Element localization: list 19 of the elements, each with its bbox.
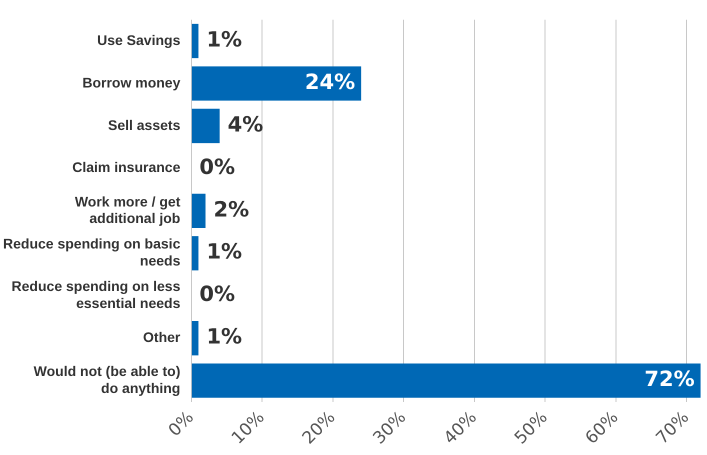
y-tick-label: Claim insurance [72, 159, 181, 176]
x-tick-label: 0% [164, 408, 198, 441]
y-tick-label: Other [143, 329, 181, 346]
y-tick-label: Reduce spending on basic needs [2, 236, 181, 269]
data-label: 0% [199, 154, 236, 179]
y-tick-label: Work more / get additional job [74, 193, 181, 226]
data-label: 72% [644, 367, 695, 392]
data-label: 4% [228, 112, 264, 136]
data-label: 1% [206, 27, 242, 52]
data-label: 1% [206, 324, 242, 349]
y-tick-label: Borrow money [82, 74, 181, 90]
data-label: 0% [199, 282, 236, 306]
data-label: 1% [206, 240, 242, 264]
data-label: 2% [214, 197, 250, 222]
data-label: 24% [304, 70, 356, 94]
y-tick-label: Sell assets [108, 116, 181, 133]
y-tick-label: Would not (be able to) do anything [34, 363, 180, 396]
y-tick-label: Use Savings [97, 32, 181, 48]
y-tick-label: Reduce spending on less essential needs [12, 278, 181, 311]
